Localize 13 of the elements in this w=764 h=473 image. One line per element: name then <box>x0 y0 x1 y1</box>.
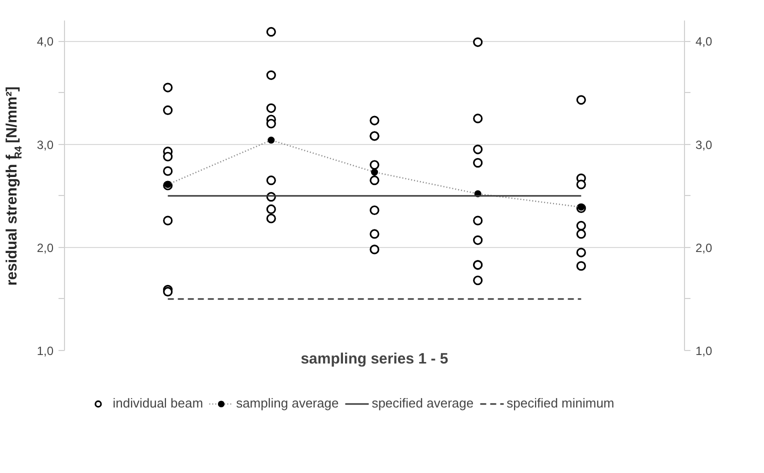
y-tick-label: 2,0 <box>36 240 54 255</box>
legend-label: individual beam <box>112 396 204 410</box>
y-tick-label: 3,0 <box>36 138 54 152</box>
y2-tick-label: 2,0 <box>696 240 713 255</box>
y-tick-label: 4,0 <box>36 34 54 49</box>
legend-label: sampling average <box>236 396 339 410</box>
legend-label: specified minimum <box>506 396 614 410</box>
legend-label: specified average <box>372 396 474 410</box>
y2-tick-label: 4,0 <box>696 34 713 49</box>
y2-tick-label: 3,0 <box>696 138 713 152</box>
y2-tick-label: 1,0 <box>696 344 713 358</box>
y-tick-label: 1,0 <box>36 344 54 358</box>
x-axis-title: sampling series 1 - 5 <box>300 350 448 368</box>
